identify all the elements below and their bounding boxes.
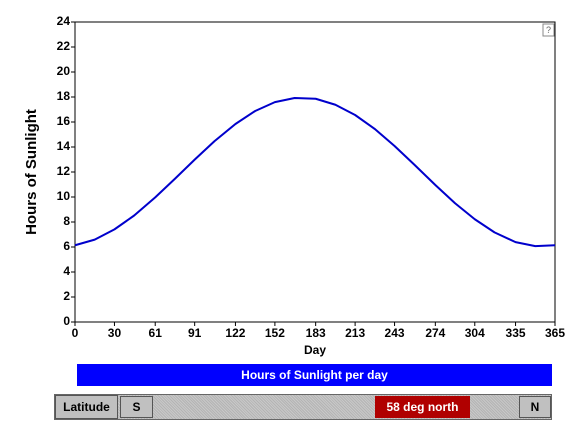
- x-tick-label: 335: [506, 326, 526, 340]
- north-button[interactable]: N: [519, 396, 551, 418]
- x-tick-label: 0: [72, 326, 79, 340]
- y-tick-label: 8: [63, 214, 70, 228]
- y-tick-label: 22: [57, 39, 71, 53]
- y-tick-label: 20: [57, 64, 71, 78]
- x-tick-label: 91: [188, 326, 202, 340]
- y-tick-label: 24: [57, 14, 71, 28]
- y-tick-label: 0: [63, 314, 70, 328]
- help-button[interactable]: [542, 23, 555, 37]
- x-tick-label: 122: [225, 326, 245, 340]
- x-tick-label: 243: [385, 326, 405, 340]
- legend-label: Hours of Sunlight per day: [241, 368, 388, 382]
- y-tick-label: 12: [57, 164, 71, 178]
- x-tick-label: 61: [149, 326, 163, 340]
- latitude-label: Latitude: [55, 395, 118, 419]
- y-tick-label: 6: [63, 239, 70, 253]
- x-axis-label: Day: [304, 343, 326, 357]
- south-text[interactable]: S: [132, 400, 141, 414]
- x-tick-label: 213: [345, 326, 365, 340]
- y-axis-label: Hours of Sunlight: [23, 109, 40, 235]
- x-tick-label: 30: [108, 326, 122, 340]
- y-tick-label: 14: [57, 139, 71, 153]
- x-tick-label: 183: [306, 326, 326, 340]
- south-button[interactable]: S: [120, 396, 153, 418]
- x-tick-label: 365: [545, 326, 565, 340]
- north-text[interactable]: N: [530, 400, 540, 414]
- help-label[interactable]: ?: [546, 25, 551, 35]
- x-tick-label: 304: [465, 326, 485, 340]
- legend-bar: Hours of Sunlight per day: [77, 364, 552, 386]
- y-tick-label: 18: [57, 89, 71, 103]
- y-tick-label: 16: [57, 114, 71, 128]
- data-line: [74, 97, 556, 248]
- y-tick-label: 2: [63, 289, 70, 303]
- y-tick-label: 4: [63, 264, 70, 278]
- x-tick-label: 274: [425, 326, 445, 340]
- latitude-text: Latitude: [63, 400, 110, 414]
- slider-thumb[interactable]: 58 deg north: [375, 396, 470, 418]
- x-tick-label: 152: [265, 326, 285, 340]
- plot-area: [74, 21, 556, 323]
- slider-value[interactable]: 58 deg north: [386, 400, 459, 414]
- y-tick-label: 10: [57, 189, 71, 203]
- chart: Hours of Sunlight Day ? 0246810121416182…: [23, 14, 565, 357]
